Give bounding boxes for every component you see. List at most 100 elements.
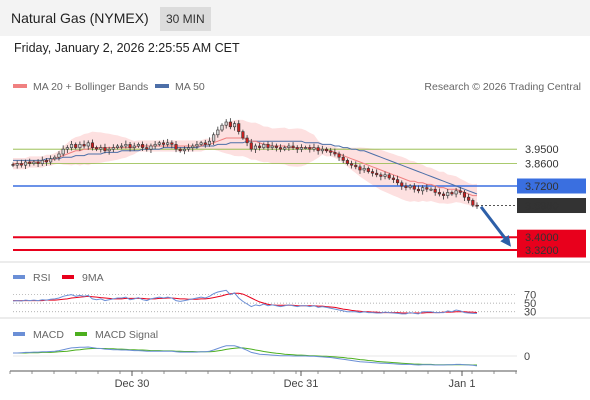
candle-down xyxy=(370,171,375,174)
candle-down xyxy=(404,185,408,188)
candle-down xyxy=(316,147,320,152)
ma50-legend-swatch xyxy=(155,84,169,88)
level-label-box xyxy=(517,242,586,258)
level-label-box xyxy=(517,229,586,245)
candle-up xyxy=(153,144,157,147)
candle-up xyxy=(111,147,115,150)
candle-up xyxy=(421,187,425,192)
candle-up xyxy=(253,145,257,150)
rsi-legend-label: RSI xyxy=(33,272,51,284)
candle-down xyxy=(295,147,299,150)
candle-down xyxy=(442,193,446,196)
candle-up xyxy=(383,174,387,177)
candle-up xyxy=(120,145,124,148)
timestamp: Friday, January 2, 2026 2:25:55 AM CET xyxy=(14,41,240,55)
candle-up xyxy=(40,160,44,164)
candle-down xyxy=(366,168,370,172)
candle-up xyxy=(157,142,161,145)
x-axis-label: Dec 31 xyxy=(284,378,319,390)
main-legend: MA 20 + Bollinger Bands MA 50 Research ©… xyxy=(13,81,581,93)
candle-down xyxy=(471,200,475,206)
candle-up xyxy=(224,121,228,126)
candle-down xyxy=(291,145,295,148)
candle-up xyxy=(304,147,308,149)
candle-down xyxy=(74,144,78,148)
ma50-legend-label: MA 50 xyxy=(175,81,205,93)
level-label-resistance: 3.9500 xyxy=(525,144,559,156)
candle-down xyxy=(245,137,249,144)
candle-up xyxy=(270,145,274,148)
candle-up xyxy=(233,123,237,128)
candle-down xyxy=(44,160,48,163)
macd-panel: 0 xyxy=(13,345,530,367)
rsi-ma-legend-swatch xyxy=(62,275,74,279)
candle-down xyxy=(475,204,479,207)
rsi-level-label: 50 xyxy=(524,298,536,310)
candle-down xyxy=(341,156,345,161)
candle-up xyxy=(199,142,203,145)
level-label-text: 3.8600 xyxy=(525,159,559,171)
candle-up xyxy=(15,163,19,166)
candle-down xyxy=(266,144,270,148)
candle-down xyxy=(228,121,232,128)
candle-down xyxy=(103,147,107,152)
ma20-legend-label: MA 20 + Bollinger Bands xyxy=(33,81,148,93)
candle-down xyxy=(333,152,337,155)
candle-down xyxy=(28,161,32,164)
candle-up xyxy=(53,156,57,160)
level-label-support: 3.3200 xyxy=(517,242,586,258)
macd-zero-label: 0 xyxy=(524,351,530,363)
candle-down xyxy=(433,188,437,193)
candle-up xyxy=(99,147,103,150)
level-label-box xyxy=(517,178,586,194)
level-label-support: 3.4000 xyxy=(517,229,586,245)
candle-down xyxy=(308,147,312,150)
candle-up xyxy=(362,168,366,171)
candle-up xyxy=(212,134,216,142)
x-axis-label: Jan 1 xyxy=(449,378,476,390)
candle-down xyxy=(274,145,278,148)
rsi-level-label: 70 xyxy=(524,290,536,302)
macd-legend: MACD MACD Signal xyxy=(13,329,158,341)
candle-up xyxy=(57,153,61,158)
candle-up xyxy=(149,145,153,150)
candle-up xyxy=(32,161,36,164)
macd-signal-line xyxy=(13,347,477,366)
candle-up xyxy=(49,158,53,163)
macd-line xyxy=(13,345,478,367)
candle-up xyxy=(207,140,212,145)
candle-down xyxy=(425,187,429,190)
timeframe-badge[interactable]: 30 MIN xyxy=(160,7,211,31)
candle-up xyxy=(195,144,199,147)
candle-down xyxy=(387,174,391,179)
level-label-text: 3.5980 xyxy=(525,201,559,213)
candle-up xyxy=(299,147,303,150)
level-label-resistance: 3.8600 xyxy=(525,159,559,171)
candle-down xyxy=(462,192,467,198)
candle-down xyxy=(437,192,441,195)
bollinger-band xyxy=(13,119,477,208)
candle-down xyxy=(203,142,207,145)
candle-down xyxy=(82,144,86,147)
chart-header: Natural Gas (NYMEX) 30 MIN xyxy=(0,0,590,36)
x-axis: Dec 30 Dec 31 Jan 1 xyxy=(9,370,517,390)
candle-down xyxy=(36,161,40,164)
rsi-level-label: 30 xyxy=(524,307,536,319)
candle-up xyxy=(320,148,324,152)
candle-down xyxy=(90,142,94,148)
candle-down xyxy=(258,145,262,148)
candle-down xyxy=(450,192,454,195)
candle-down xyxy=(11,164,15,166)
candle-down xyxy=(128,144,132,148)
candle-up xyxy=(166,142,170,145)
ma20-line xyxy=(13,137,477,197)
candle-up xyxy=(86,142,90,147)
candle-down xyxy=(141,144,145,148)
ma50-line xyxy=(13,140,478,195)
candle-down xyxy=(329,150,333,153)
candle-up xyxy=(78,144,82,148)
candle-down xyxy=(379,174,383,177)
candle-up xyxy=(283,147,287,150)
candle-up xyxy=(107,148,111,152)
